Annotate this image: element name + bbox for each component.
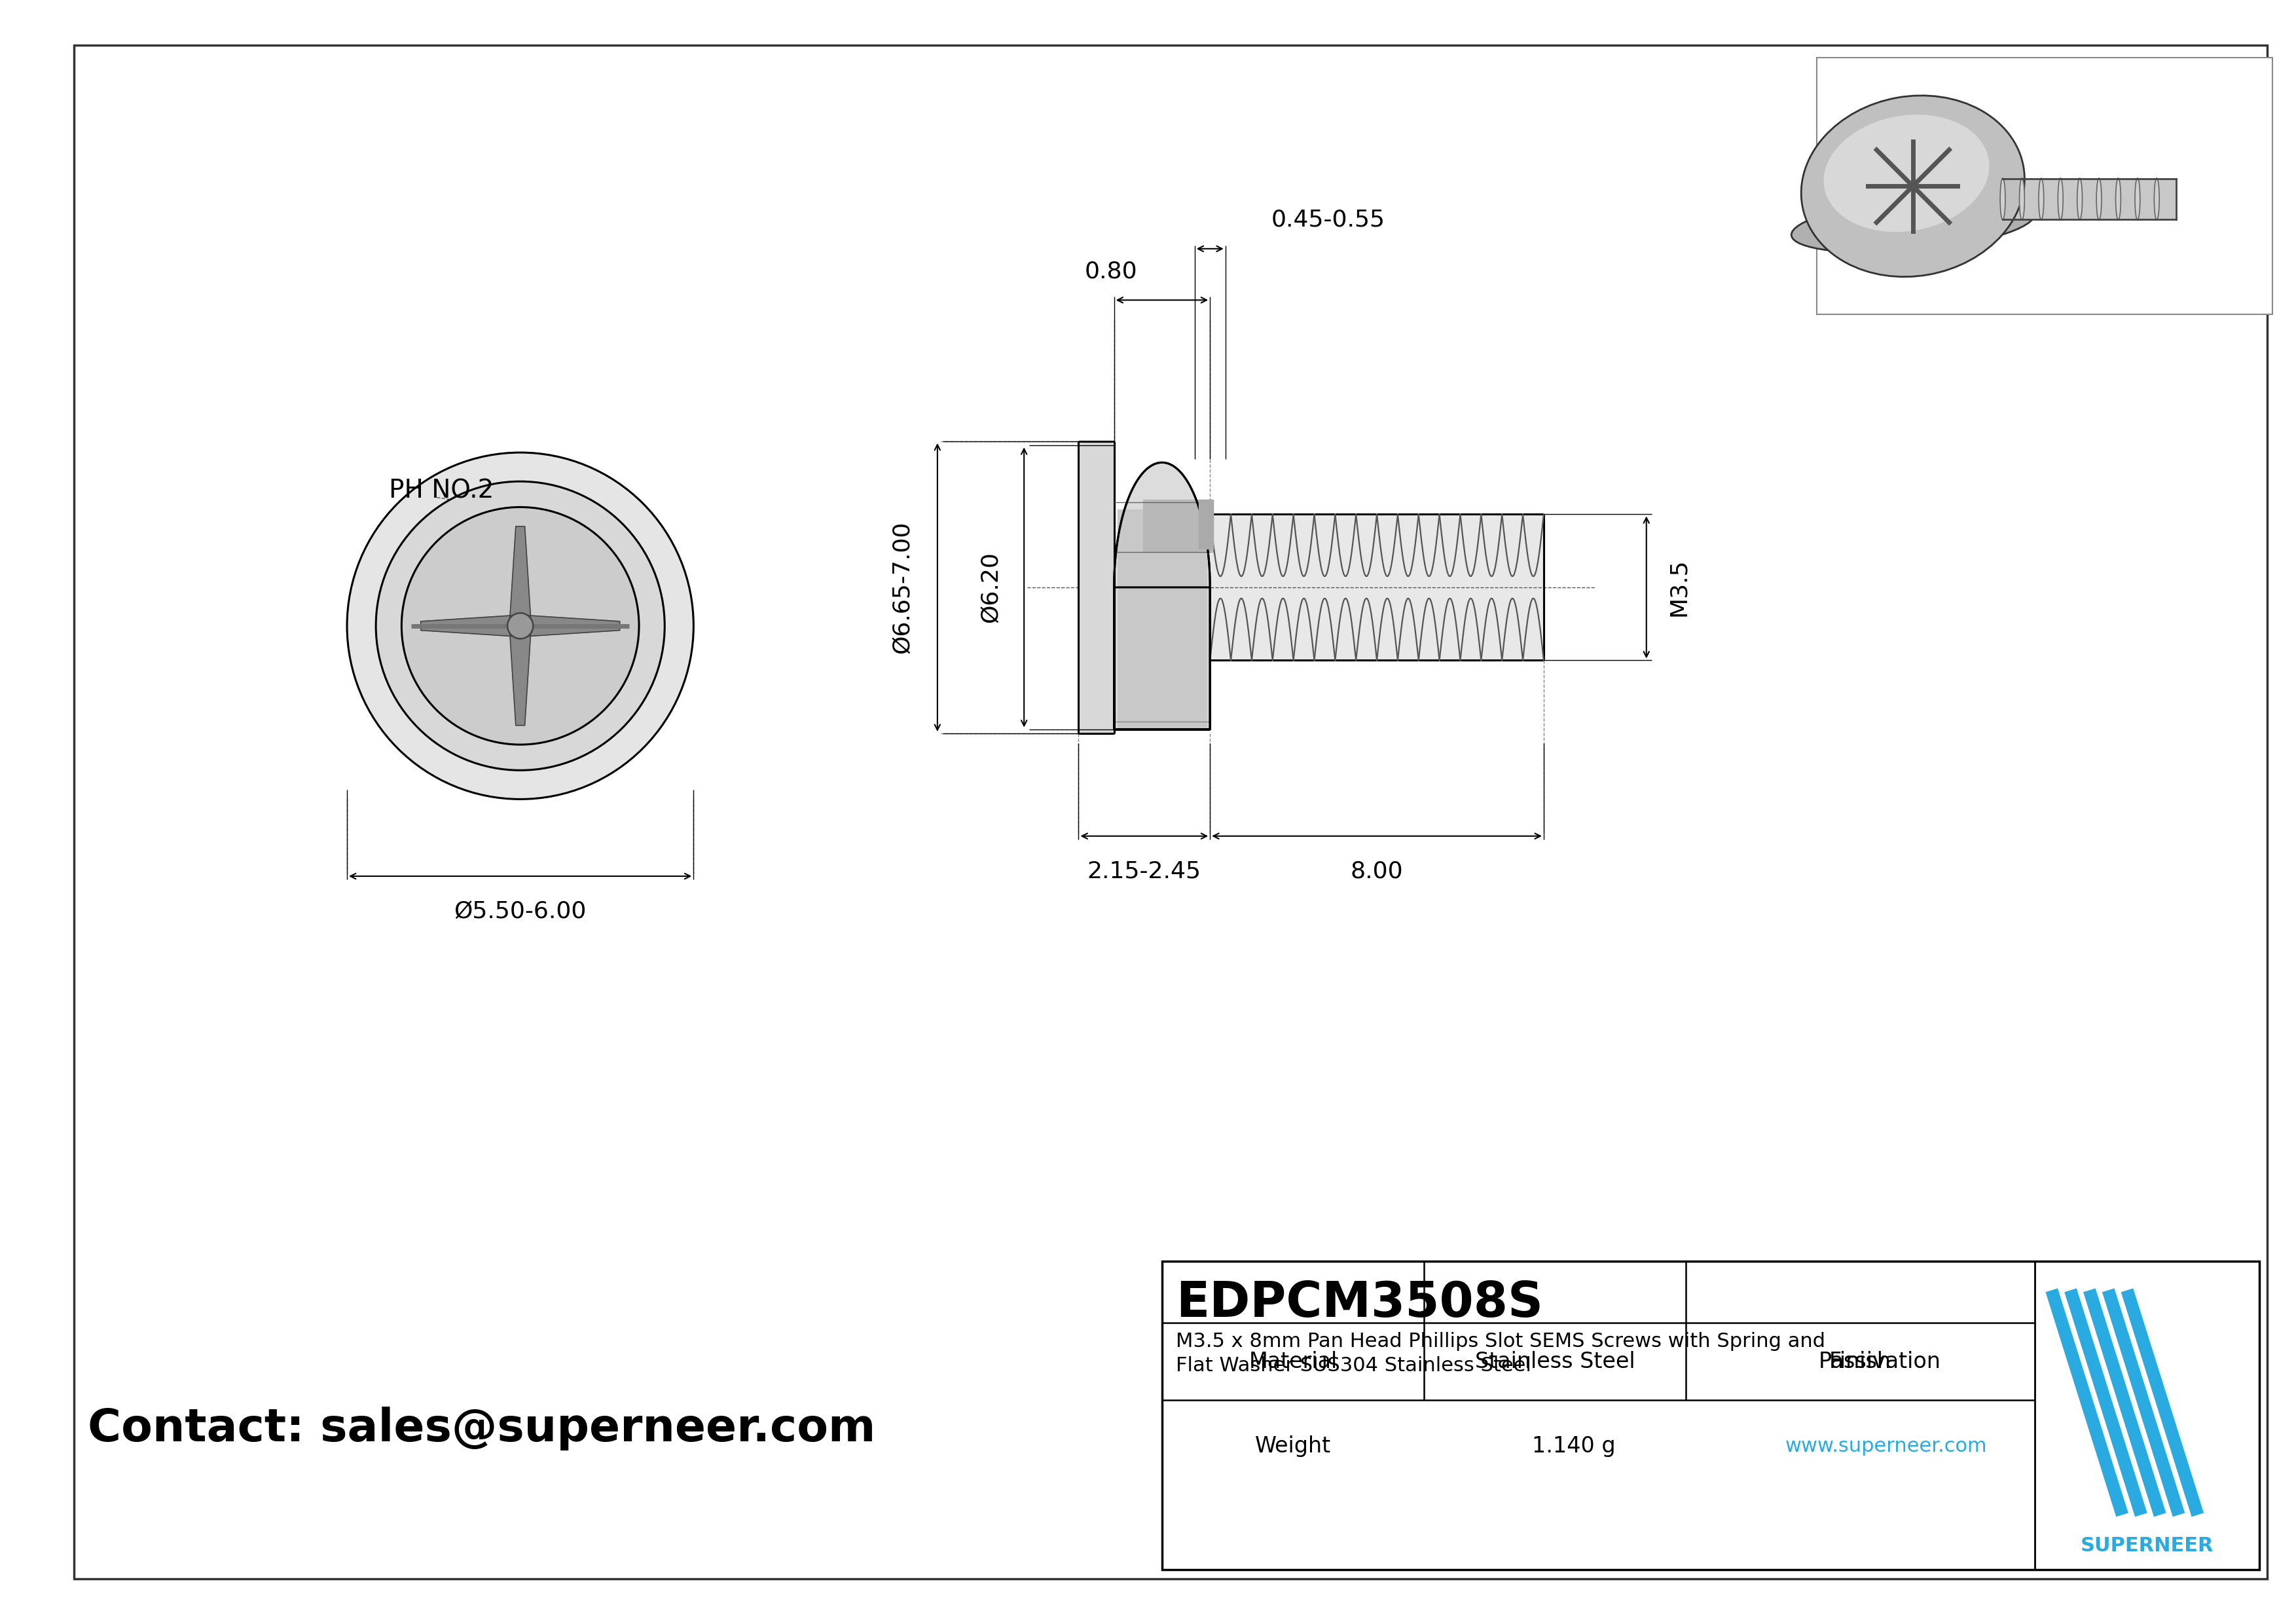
Bar (1162, 1262, 2259, 1569)
Text: Ø6.65-7.00: Ø6.65-7.00 (891, 521, 914, 653)
Text: Weight: Weight (1256, 1436, 1332, 1457)
Text: 1.140 g: 1.140 g (1531, 1436, 1616, 1457)
Polygon shape (1114, 463, 1210, 729)
Polygon shape (1118, 510, 1208, 729)
Ellipse shape (2057, 179, 2064, 219)
Text: www.superneer.com: www.superneer.com (1784, 1437, 1986, 1455)
Text: EDPCM3508S: EDPCM3508S (1176, 1280, 1543, 1327)
Text: 0.45-0.55: 0.45-0.55 (1272, 209, 1384, 231)
Ellipse shape (1791, 197, 2034, 252)
Bar (2002, 177, 2177, 219)
Text: M3.5: M3.5 (1667, 559, 1690, 617)
Ellipse shape (2115, 179, 2122, 219)
Ellipse shape (1823, 115, 1988, 232)
Circle shape (377, 481, 664, 770)
Text: 0.80: 0.80 (1084, 260, 1137, 283)
Polygon shape (521, 615, 620, 637)
Polygon shape (1079, 442, 1114, 734)
Text: Finish: Finish (1830, 1351, 1892, 1372)
Polygon shape (510, 526, 530, 625)
Ellipse shape (1800, 96, 2025, 276)
Polygon shape (420, 615, 521, 637)
Text: Passivation: Passivation (1818, 1351, 1940, 1372)
Circle shape (507, 612, 533, 638)
Circle shape (347, 453, 693, 799)
Text: 8.00: 8.00 (1350, 861, 1403, 882)
Ellipse shape (2000, 179, 2004, 219)
Text: Material: Material (1249, 1351, 1336, 1372)
Circle shape (402, 507, 638, 744)
Text: Stainless Steel: Stainless Steel (1474, 1351, 1635, 1372)
Polygon shape (1199, 500, 1212, 549)
Polygon shape (510, 625, 530, 726)
Text: Contact: sales@superneer.com: Contact: sales@superneer.com (87, 1406, 875, 1450)
Text: 2.15-2.45: 2.15-2.45 (1088, 861, 1201, 882)
Ellipse shape (2039, 179, 2043, 219)
Ellipse shape (2154, 179, 2158, 219)
Polygon shape (1143, 500, 1212, 552)
Polygon shape (1210, 515, 1543, 661)
Text: M3.5 x 8mm Pan Head Phillips Slot SEMS Screws with Spring and: M3.5 x 8mm Pan Head Phillips Slot SEMS S… (1176, 1332, 1825, 1351)
Text: PH NO.2: PH NO.2 (388, 479, 494, 503)
Ellipse shape (2020, 179, 2025, 219)
Ellipse shape (2135, 179, 2140, 219)
Ellipse shape (2096, 179, 2101, 219)
Ellipse shape (2078, 179, 2082, 219)
Text: Ø5.50-6.00: Ø5.50-6.00 (455, 900, 585, 922)
Text: Flat Washer SUS304 Stainless Steel: Flat Washer SUS304 Stainless Steel (1176, 1356, 1531, 1376)
Text: Ø6.20: Ø6.20 (980, 552, 1001, 624)
Bar (1816, 58, 2273, 315)
Text: SUPERNEER: SUPERNEER (2080, 1536, 2213, 1556)
